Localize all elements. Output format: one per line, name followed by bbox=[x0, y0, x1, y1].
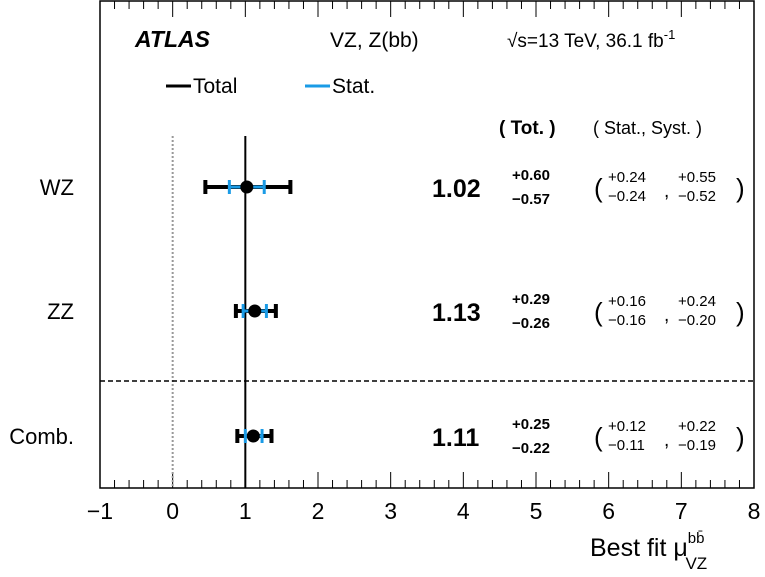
tot-down-text: −0.26 bbox=[512, 315, 550, 332]
reference-lines bbox=[100, 136, 754, 488]
stat-down-text: −0.16 bbox=[608, 312, 646, 329]
energy-label: √s=13 TeV, 36.1 fb-1 bbox=[507, 27, 675, 52]
tot-down-text: −0.22 bbox=[512, 440, 550, 457]
x-tick-label: 8 bbox=[748, 498, 761, 524]
x-axis-label-sub: VZ bbox=[685, 554, 707, 573]
value-text: 1.13 bbox=[432, 299, 481, 327]
x-tick-label: −1 bbox=[87, 498, 113, 524]
syst-up-text: +0.55 bbox=[678, 169, 716, 186]
close-paren: ) bbox=[736, 297, 745, 327]
central-value-point bbox=[240, 180, 254, 194]
tot-up-text: +0.60 bbox=[512, 167, 550, 184]
x-tick-label: 4 bbox=[457, 498, 470, 524]
entry-label: Comb. bbox=[9, 424, 74, 449]
entries: WZ 1.02 +0.60−0.57(+0.24−0.24 ,+0.55−0.52)Z… bbox=[9, 167, 744, 457]
open-paren: ( bbox=[594, 422, 603, 452]
central-value-point bbox=[248, 304, 262, 318]
x-axis-label-main: Best fit μ bbox=[590, 534, 688, 562]
entry-row: Comb. 1.11 +0.25 −0.22 ( +0.12 −0.11 , +0.22 −0.1… bbox=[9, 416, 744, 457]
x-tick-label: 5 bbox=[530, 498, 543, 524]
syst-down-text: −0.20 bbox=[678, 312, 716, 329]
energy-text: √s=13 TeV, 36.1 fb bbox=[507, 31, 664, 52]
entry-row: WZ 1.02 +0.60 −0.57 ( +0.24 −0.24 , +0.55 −0.52) bbox=[40, 167, 745, 208]
x-axis-label-sup: bb̄ bbox=[688, 530, 705, 547]
experiment-label: ATLAS bbox=[134, 26, 211, 52]
x-tick-label: 6 bbox=[602, 498, 615, 524]
syst-up-text: +0.24 bbox=[678, 293, 716, 310]
syst-down-text: −0.19 bbox=[678, 437, 716, 454]
x-tick-label: 0 bbox=[166, 498, 179, 524]
stat-up-text: +0.16 bbox=[608, 293, 646, 310]
tot-up-text: +0.29 bbox=[512, 291, 550, 308]
syst-up-text: +0.22 bbox=[678, 418, 716, 435]
x-tick-label: 1 bbox=[239, 498, 252, 524]
stat-up-text: +0.12 bbox=[608, 418, 646, 435]
plot-frame bbox=[99, 0, 755, 489]
stat-down-text: −0.24 bbox=[608, 188, 646, 205]
comma: , bbox=[664, 181, 669, 202]
header-stat-syst: ( Stat., Syst. ) bbox=[593, 118, 702, 138]
value-text: 1.02 bbox=[432, 175, 481, 203]
legend-total-label: Total bbox=[193, 75, 237, 98]
entry-label: ZZ bbox=[47, 299, 74, 324]
syst-down-text: −0.52 bbox=[678, 188, 716, 205]
entry-label: WZ bbox=[40, 175, 74, 200]
header-tot: ( Tot. ) bbox=[499, 118, 556, 139]
entry-row: ZZ 1.13 +0.29 −0.26 ( +0.16 −0.16 , +0.24 −0.20) bbox=[47, 291, 745, 332]
stat-up-text: +0.24 bbox=[608, 169, 646, 186]
close-paren: ) bbox=[736, 422, 745, 452]
x-ticks: −1 0 1 2 3 4 5 6 7 8 bbox=[87, 1, 761, 524]
energy-sup: -1 bbox=[664, 27, 676, 42]
value-text: 1.11 bbox=[432, 424, 479, 452]
x-tick-label: 2 bbox=[312, 498, 325, 524]
x-tick-label: 3 bbox=[384, 498, 397, 524]
open-paren: ( bbox=[594, 173, 603, 203]
central-value-point bbox=[246, 429, 260, 443]
channel-label: VZ, Z(bb) bbox=[330, 29, 419, 52]
tot-down-text: −0.57 bbox=[512, 191, 550, 208]
open-paren: ( bbox=[594, 297, 603, 327]
legend-stat-label: Stat. bbox=[332, 75, 375, 98]
x-axis-label: Best fit μbb̄ VZ bbox=[590, 530, 707, 573]
comma: , bbox=[664, 305, 669, 326]
tot-up-text: +0.25 bbox=[512, 416, 550, 433]
comma: , bbox=[664, 430, 669, 451]
stat-down-text: −0.11 bbox=[608, 437, 645, 454]
close-paren: ) bbox=[736, 173, 745, 203]
x-tick-label: 7 bbox=[675, 498, 688, 524]
